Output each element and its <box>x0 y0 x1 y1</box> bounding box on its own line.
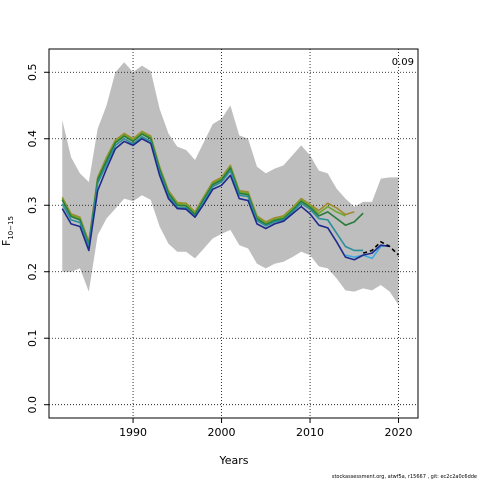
annotation-label: 0.09 <box>392 57 414 68</box>
series-line-4 <box>61 135 364 252</box>
plot-frame <box>48 48 419 419</box>
y-tick-label: 0.2 <box>26 263 39 281</box>
y-tick-label: 0.1 <box>26 329 39 347</box>
series-line-5 <box>345 244 390 260</box>
y-tick-label: 0.0 <box>26 396 39 414</box>
confidence-band <box>62 62 399 305</box>
series-line-7 <box>362 241 400 256</box>
y-tick-label: 0.3 <box>26 196 39 214</box>
x-axis-title: Years <box>218 454 248 467</box>
y-tick-label: 0.5 <box>26 64 39 82</box>
x-tick-label: 2000 <box>208 426 236 439</box>
axis-layer: 1990 2000 2010 2020 0.0 0.1 0.2 0.3 0.4 0.5 <box>26 64 413 439</box>
x-tick-label: 1990 <box>119 426 147 439</box>
y-tick-label: 0.4 <box>26 130 39 148</box>
y-axis-title-subscript: 10−15 <box>7 216 15 240</box>
series-line-6 <box>61 137 390 261</box>
x-tick-label: 2020 <box>385 426 413 439</box>
y-axis-title-main: F <box>0 240 13 246</box>
y-axis-title: F10−15 <box>0 216 15 246</box>
footer-source: stockassessment.org, atwf5a, r15667 , gi… <box>332 474 477 480</box>
confidence-band-layer <box>62 62 399 305</box>
series-layer <box>61 130 400 261</box>
series-line-3 <box>61 133 364 246</box>
x-tick-label: 2010 <box>296 426 324 439</box>
